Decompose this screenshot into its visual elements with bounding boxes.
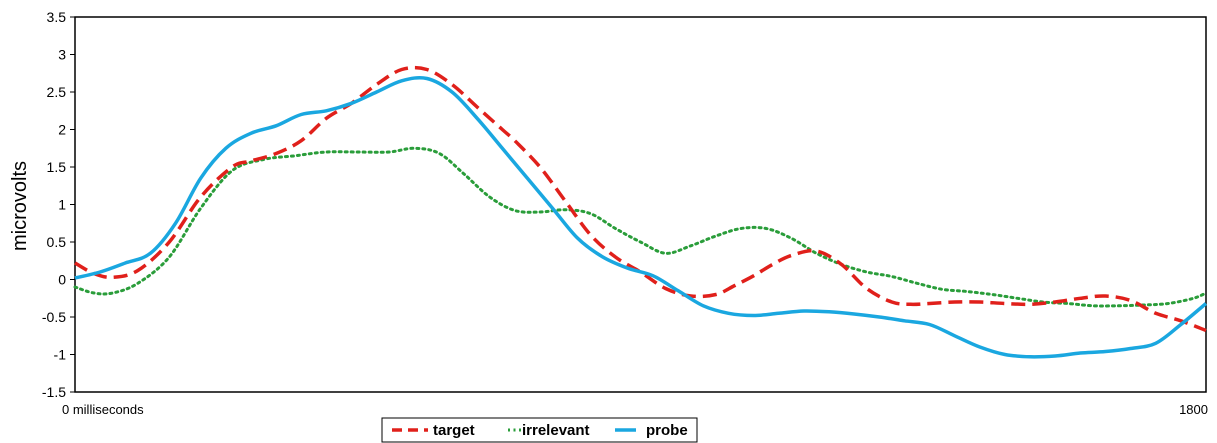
legend-box — [381, 417, 698, 443]
y-axis: -1.5 -1 -0.5 0 0.5 1 1.5 2 2.5 3 3.5 — [42, 9, 75, 400]
y-axis-label: microvolts — [9, 161, 31, 251]
y-tick-label: -0.5 — [42, 309, 66, 325]
y-tick-label: 3.5 — [47, 9, 67, 25]
y-tick-label: 1.5 — [47, 159, 67, 175]
x-axis-end-label: 1800 — [1179, 402, 1208, 417]
plot-area-frame — [74, 16, 1207, 393]
x-axis-start-label: 0 milliseconds — [62, 402, 144, 417]
legend-label-probe: probe — [646, 422, 688, 439]
legend: target irrelevant probe — [381, 417, 698, 443]
y-tick-label: 0.5 — [47, 234, 67, 250]
legend-label-irrelevant: irrelevant — [522, 422, 590, 439]
series-line-target — [74, 65, 1207, 333]
y-tick-label: 3 — [58, 47, 66, 63]
legend-label-target: target — [433, 422, 475, 439]
y-tick-label: 0 — [58, 272, 66, 288]
series-line-probe — [74, 75, 1208, 359]
y-tick-label: -1.5 — [42, 384, 66, 400]
y-tick-label: 1 — [58, 197, 66, 213]
y-tick-label: 2.5 — [47, 84, 67, 100]
series-layer — [73, 65, 1208, 359]
y-tick-label: -1 — [54, 347, 67, 363]
y-tick-label: 2 — [58, 122, 66, 138]
series-line-irrelevant — [73, 146, 1208, 308]
